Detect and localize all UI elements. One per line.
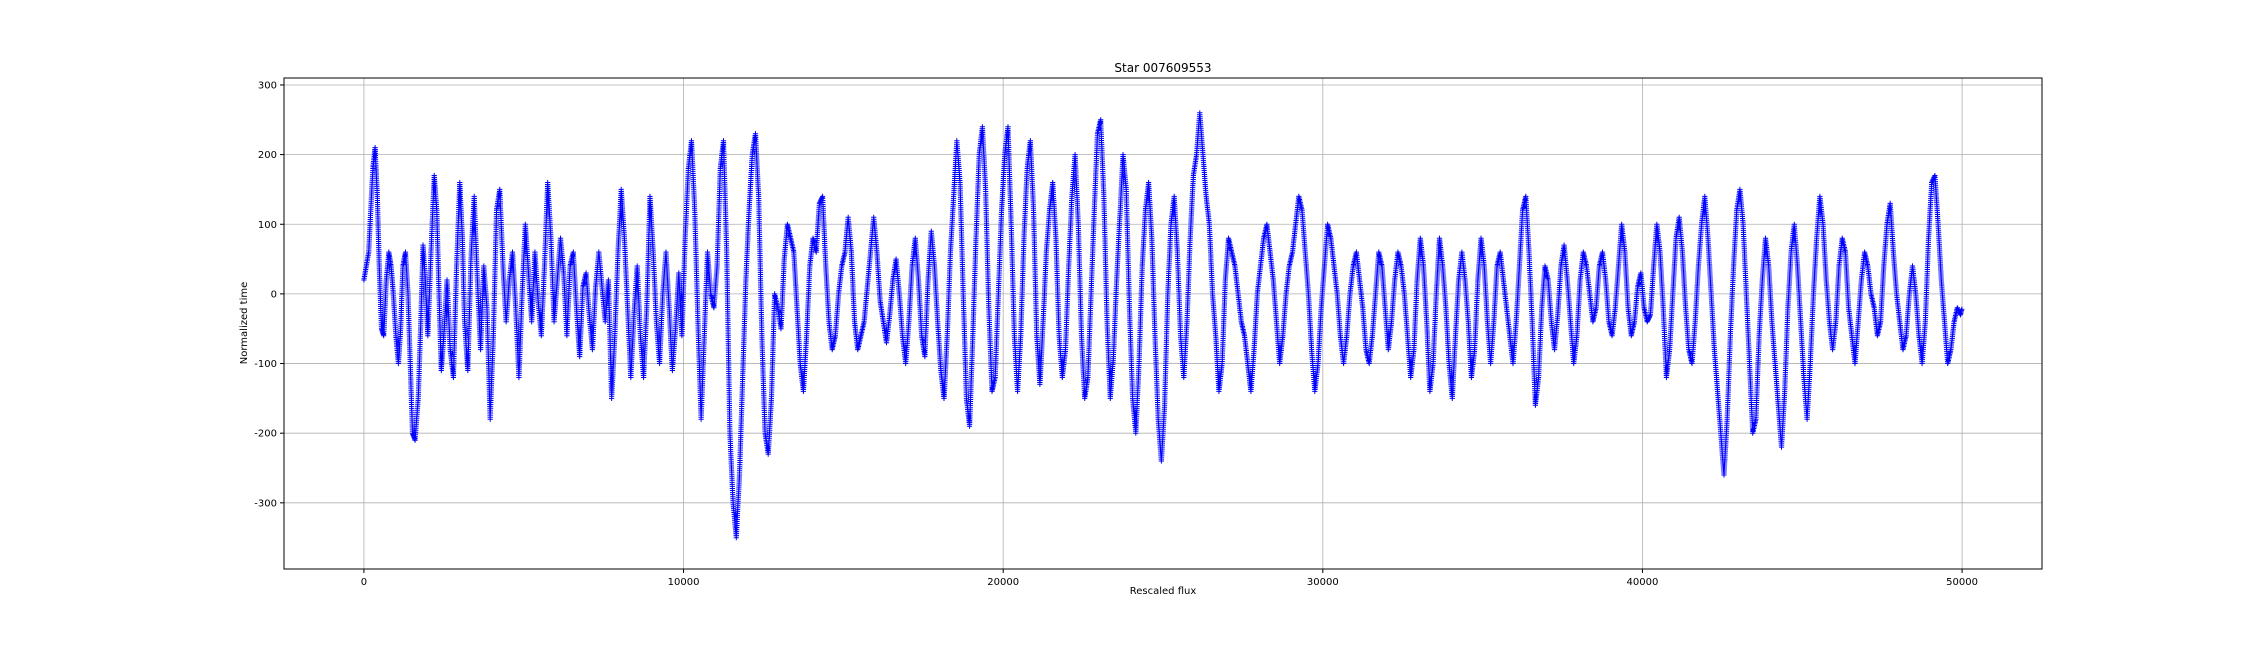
x-tick-label: 30000 — [1307, 577, 1339, 588]
y-tick-label: 0 — [271, 289, 277, 300]
data-points-layer — [361, 110, 1965, 541]
y-tick-label: 300 — [258, 80, 277, 91]
y-axis-title: Normalized time — [239, 282, 250, 364]
y-axis-ticks: -300 -200 -100 0 100 200 300 — [254, 80, 284, 509]
y-tick-label: 100 — [258, 220, 277, 231]
y-tick-label: -300 — [254, 498, 277, 509]
x-axis-ticks: 0 10000 20000 30000 40000 50000 — [361, 569, 1978, 588]
chart-title: Star 007609553 — [1114, 61, 1211, 75]
x-tick-label: 10000 — [668, 577, 700, 588]
x-tick-label: 50000 — [1946, 577, 1978, 588]
x-axis-title: Rescaled flux — [1130, 586, 1197, 597]
y-tick-label: -100 — [254, 359, 277, 370]
grid-layer — [284, 78, 2042, 569]
axes-frame — [283, 77, 2043, 570]
y-tick-label: -200 — [254, 429, 277, 440]
x-tick-label: 0 — [361, 577, 367, 588]
x-tick-label: 20000 — [987, 577, 1019, 588]
y-tick-label: 200 — [258, 150, 277, 161]
series-points — [361, 110, 1965, 541]
x-tick-label: 40000 — [1627, 577, 1659, 588]
